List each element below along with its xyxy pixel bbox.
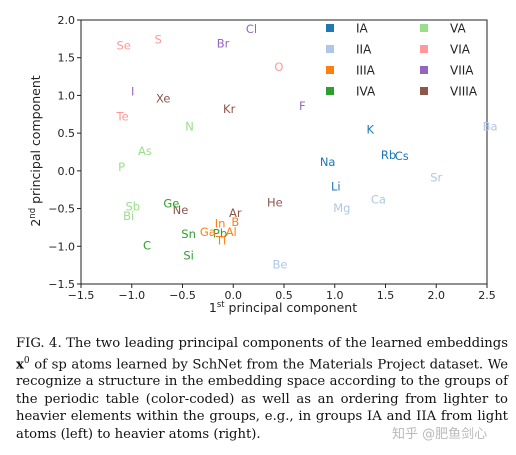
- legend-label-iva: IVA: [356, 85, 376, 99]
- legend-swatch-iiia: [326, 66, 334, 74]
- y-tick-label: 2.0: [58, 14, 76, 27]
- x-tick-label: −1.0: [118, 289, 145, 302]
- legend-swatch-iva: [326, 87, 334, 95]
- element-label-k: K: [367, 122, 375, 136]
- legend-label-ia: IA: [356, 22, 369, 36]
- element-label-br: Br: [217, 36, 230, 50]
- y-tick-label: −1.5: [48, 278, 75, 291]
- element-label-ar: Ar: [229, 206, 242, 220]
- x-tick-label: 2.0: [428, 289, 446, 302]
- caption-label: FIG. 4.: [16, 336, 62, 351]
- element-label-si: Si: [183, 248, 194, 262]
- legend-label-viia: VIIA: [450, 64, 474, 78]
- element-label-o: O: [274, 60, 283, 74]
- element-label-ge: Ge: [163, 196, 179, 210]
- y-tick-label: −1.0: [48, 240, 75, 253]
- y-tick-label: 1.5: [58, 52, 76, 65]
- element-label-pb: Pb: [213, 226, 227, 240]
- legend-swatch-ia: [326, 24, 334, 32]
- figure-caption: FIG. 4. The two leading principal compon…: [16, 335, 508, 443]
- element-label-f: F: [299, 99, 306, 113]
- y-tick-label: 0.0: [58, 165, 76, 178]
- caption-bold-symbol: x: [16, 356, 24, 372]
- element-label-sn: Sn: [181, 227, 196, 241]
- element-label-i: I: [131, 85, 134, 99]
- element-label-se: Se: [116, 39, 130, 53]
- pca-embedding-chart: −1.5 −1.0 −0.5 0.0 0.5 1.0 1.5 2.0 2.5 −1.5 −1.0 −0…: [28, 14, 498, 315]
- x-axis-label: 1st principal component: [209, 300, 357, 315]
- element-label-cs: Cs: [395, 149, 409, 163]
- element-label-cl: Cl: [246, 22, 257, 36]
- caption-symbol-sup: 0: [23, 355, 30, 366]
- element-label-al: Al: [226, 225, 237, 239]
- legend-swatch-iia: [326, 45, 334, 53]
- x-tick-label: 0.0: [225, 289, 243, 302]
- element-label-xe: Xe: [156, 91, 170, 105]
- legend-swatch-va: [420, 24, 428, 32]
- element-label-li: Li: [331, 180, 341, 194]
- watermark: 知乎 @肥鱼剑心: [392, 427, 488, 442]
- element-label-n: N: [185, 119, 194, 133]
- legend-swatch-viia: [420, 66, 428, 74]
- legend-label-iia: IIA: [356, 43, 372, 57]
- x-tick-label: −1.5: [68, 289, 95, 302]
- element-label-be: Be: [272, 257, 287, 271]
- element-label-sr: Sr: [430, 171, 442, 185]
- legend-label-via: VIA: [450, 43, 471, 57]
- element-label-te: Te: [116, 110, 129, 124]
- legend-swatch-viiia: [420, 87, 428, 95]
- element-label-na: Na: [320, 155, 336, 169]
- caption-text-2: of sp atoms learned by SchNet from the M…: [16, 356, 508, 442]
- y-axis-label: 2nd principal component: [28, 75, 43, 226]
- x-tick-label: 0.5: [275, 289, 293, 302]
- x-tick-label: 1.5: [377, 289, 395, 302]
- caption-text-1: The two leading principal components of …: [61, 336, 509, 351]
- element-label-rb: Rb: [381, 148, 396, 162]
- legend-label-iiia: IIIA: [356, 64, 376, 78]
- element-label-as: As: [138, 144, 152, 158]
- element-label-bi: Bi: [123, 209, 134, 223]
- element-label-he: He: [267, 196, 283, 210]
- element-label-ca: Ca: [371, 193, 386, 207]
- element-label-s: S: [154, 33, 161, 47]
- element-label-ga: Ga: [200, 225, 216, 239]
- legend-label-va: VA: [450, 22, 466, 36]
- element-label-in: In: [215, 217, 226, 231]
- legend-label-viiia: VIIIA: [450, 85, 478, 99]
- element-label-sb: Sb: [125, 199, 140, 213]
- y-tick-label: 0.5: [58, 127, 76, 140]
- y-tick-label: −0.5: [48, 203, 75, 216]
- element-label-ne: Ne: [173, 203, 189, 217]
- element-label-ba: Ba: [483, 119, 498, 133]
- element-label-p: P: [118, 160, 125, 174]
- plot-area: −1.5 −1.0 −0.5 0.0 0.5 1.0 1.5 2.0 2.5 −1.5 −1.0 −0…: [48, 14, 495, 302]
- legend-swatch-via: [420, 45, 428, 53]
- element-label-tl: Tl: [215, 233, 226, 247]
- legend: IA IIA IIIA IVA VA VIA VIIA VIIIA: [326, 22, 478, 99]
- element-label-mg: Mg: [333, 201, 350, 215]
- x-tick-label: 2.5: [478, 289, 496, 302]
- element-label-c: C: [143, 239, 151, 253]
- x-tick-label: −0.5: [169, 289, 196, 302]
- x-tick-label: 1.0: [326, 289, 344, 302]
- element-label-b: B: [231, 215, 239, 229]
- y-tick-label: 1.0: [58, 89, 76, 102]
- element-label-kr: Kr: [223, 102, 236, 116]
